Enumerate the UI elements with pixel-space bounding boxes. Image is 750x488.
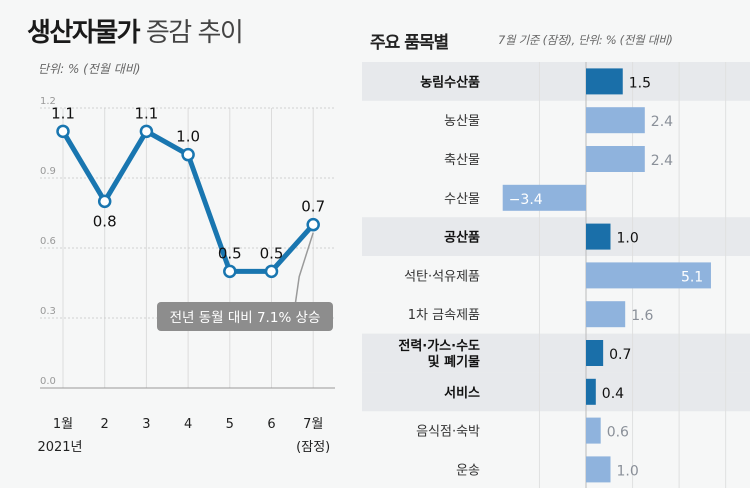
- data-point: [181, 147, 195, 162]
- bar: [586, 107, 645, 134]
- x-tick-sublabel: (잠정): [296, 440, 330, 455]
- data-point: [306, 217, 320, 232]
- data-label: 0.5: [218, 244, 242, 262]
- bar: [586, 146, 645, 172]
- category-label: 음식점·숙박: [416, 425, 480, 440]
- x-tick-sublabel: 2021년: [37, 440, 82, 455]
- annotation-text: 전년 동월 대비 7.1% 상승: [170, 310, 321, 326]
- value-label: 1.0: [617, 463, 639, 479]
- x-tick-label: 2: [101, 417, 109, 432]
- data-point: [264, 264, 279, 279]
- x-tick-label: 7월: [303, 417, 323, 432]
- category-label: 및 폐기물: [428, 355, 480, 370]
- category-label: 축산물: [444, 153, 480, 168]
- annotation-box: [157, 302, 333, 331]
- data-point: [223, 264, 237, 279]
- data-label: 1.0: [176, 128, 200, 146]
- x-tick-label: 6: [267, 417, 275, 432]
- bar: [502, 184, 586, 211]
- right-chart-title: 주요 품목별: [370, 33, 449, 53]
- value-label: 0.6: [607, 425, 629, 441]
- major-row-band: [362, 62, 750, 101]
- data-point: [139, 124, 154, 139]
- data-point: [56, 124, 70, 139]
- data-label: 1.1: [51, 104, 75, 122]
- bar: [586, 301, 626, 328]
- category-label: 전력·가스·수도: [398, 338, 480, 354]
- x-tick-label: 3: [142, 417, 150, 432]
- bar: [586, 223, 611, 250]
- category-label: 서비스: [444, 386, 480, 401]
- value-label: 1.6: [631, 308, 653, 324]
- major-row-band: [362, 333, 750, 373]
- chart-title: 생산자물가 증감 추이: [27, 18, 244, 48]
- category-label: 농산물: [444, 114, 480, 129]
- y-tick-label: 0.6: [40, 236, 56, 247]
- x-tick-label: 1월: [53, 417, 73, 432]
- bar: [586, 378, 596, 405]
- value-label: 0.4: [602, 386, 624, 402]
- value-label: 2.4: [651, 153, 673, 169]
- category-label: 1차 금속제품: [408, 308, 480, 323]
- value-label: 1.5: [629, 75, 651, 91]
- data-label: 0.7: [301, 198, 325, 216]
- category-label: 수산물: [444, 192, 480, 207]
- y-tick-label: 0.0: [40, 376, 56, 387]
- data-label: 1.1: [134, 104, 158, 122]
- value-label: 5.1: [681, 269, 703, 285]
- category-label: 운송: [456, 463, 480, 478]
- annotation-connector: [294, 232, 314, 305]
- value-label: −3.4: [509, 192, 543, 208]
- value-label: 1.0: [617, 231, 639, 247]
- x-tick-label: 4: [184, 417, 192, 432]
- right-unit-label: 7월 기준 (잠정), 단위: % (전월 대비): [498, 33, 673, 47]
- bar: [586, 456, 611, 483]
- category-label: 석탄·석유제품: [404, 269, 480, 284]
- y-tick-label: 0.9: [40, 166, 56, 177]
- bar: [586, 68, 623, 95]
- left-unit-label: 단위: % (전월 대비): [38, 62, 141, 76]
- data-label: 0.5: [260, 244, 284, 262]
- y-tick-label: 0.3: [40, 306, 56, 317]
- bar: [586, 340, 604, 366]
- category-label: 농림수산품: [420, 74, 480, 90]
- major-row-band: [362, 372, 750, 412]
- data-label: 0.8: [93, 212, 117, 230]
- data-point: [97, 194, 112, 209]
- bar: [586, 417, 601, 444]
- bar: [586, 262, 711, 289]
- value-label: 2.4: [651, 114, 673, 130]
- x-tick-label: 5: [226, 417, 234, 432]
- y-tick-label: 1.2: [40, 96, 56, 107]
- category-label: 공산품: [444, 230, 480, 246]
- major-row-band: [362, 217, 750, 256]
- value-label: 0.7: [609, 347, 631, 363]
